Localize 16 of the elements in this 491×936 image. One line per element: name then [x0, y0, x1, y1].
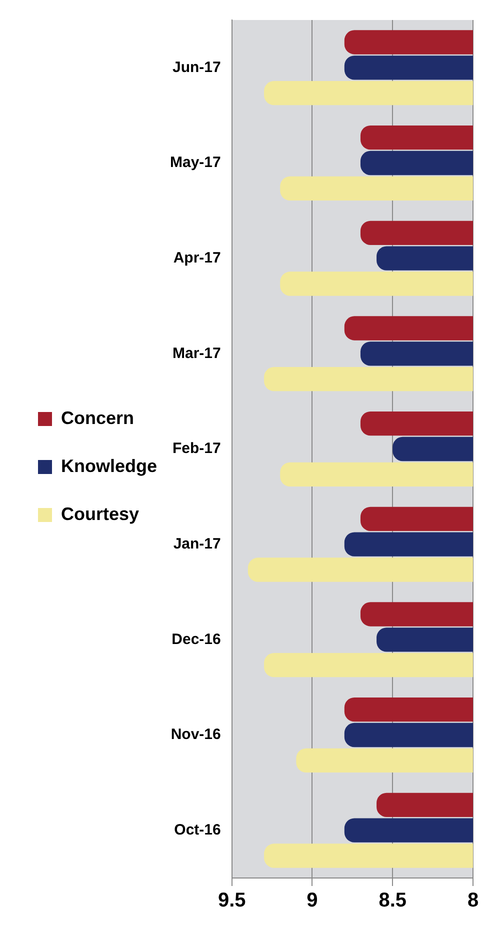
y-tick-label: Dec-16 [172, 630, 221, 648]
y-tick-label: May-17 [170, 154, 221, 172]
x-tick-label: 8 [467, 890, 479, 912]
y-tick-label: Feb-17 [172, 440, 221, 458]
y-tick-label: Nov-16 [170, 726, 221, 744]
legend-label: Knowledge [61, 456, 158, 476]
legend-label: Concern [61, 408, 134, 428]
y-tick-label: Jan-17 [173, 535, 221, 552]
x-tick-label: 9.5 [218, 890, 246, 912]
y-tick-label: Jun-17 [172, 58, 221, 76]
legend-label: Courtesy [61, 504, 140, 524]
y-tick-label: Oct-16 [174, 821, 221, 838]
x-tick-label: 8.5 [378, 890, 407, 912]
y-tick-label: Mar-17 [172, 344, 221, 362]
y-tick-label: Apr-17 [173, 249, 221, 266]
x-tick-label: 9 [306, 890, 318, 912]
